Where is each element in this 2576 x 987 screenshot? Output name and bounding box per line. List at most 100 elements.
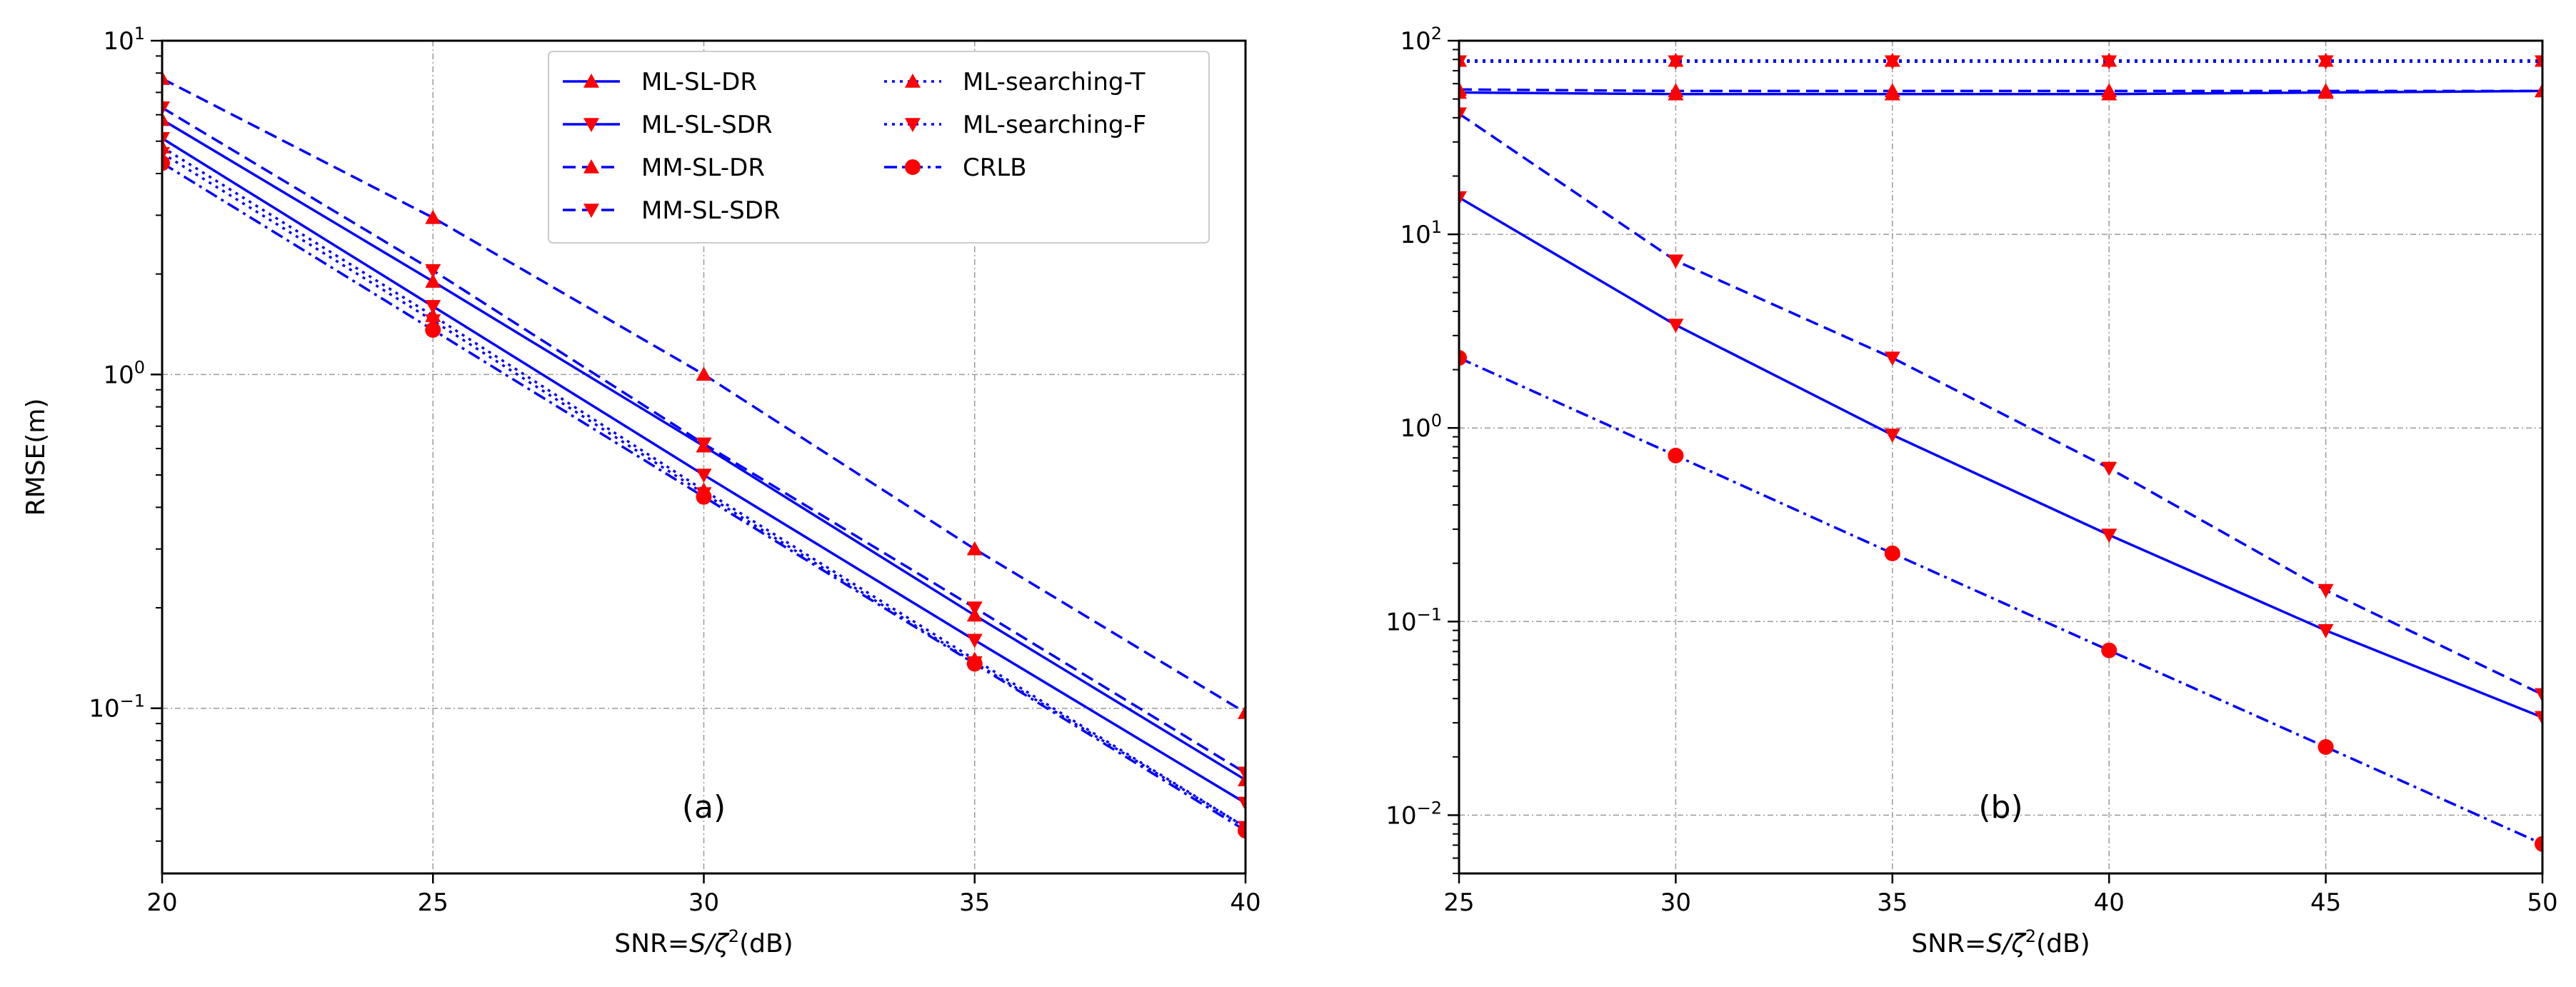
x-tick-label: 20 [146, 888, 177, 917]
data-point-crlb [1238, 823, 1246, 839]
panel-label: (b) [1978, 789, 2023, 826]
y-tick-label: 102 [1400, 24, 1442, 56]
series-line-mm-sl-dr [1459, 88, 2542, 93]
series-line-ml-sl-dr [1459, 89, 2542, 96]
y-axis-label: RMSE(m) [21, 399, 51, 516]
y-tick-label: 100 [103, 357, 145, 389]
data-point-crlb [2317, 738, 2334, 755]
legend-marker-ml-searching-f [905, 118, 921, 132]
data-point-mm-sl-sdr [1668, 254, 1684, 269]
y-tick-label: 10−2 [1385, 798, 1442, 830]
series-line-ml-searching-f [162, 152, 1246, 828]
data-point-ml-sl-sdr [1884, 429, 1900, 444]
data-point-ml-sl-sdr [1668, 319, 1684, 334]
data-point-ml-sl-sdr [425, 300, 441, 314]
data-point-ml-sl-sdr [1459, 191, 1467, 206]
data-point-crlb [2101, 642, 2118, 658]
series-line-ml-searching-t [162, 146, 1246, 828]
data-point-mm-sl-dr [162, 71, 170, 85]
data-point-ml-sl-sdr [162, 131, 170, 146]
x-tick-label: 25 [1443, 888, 1474, 917]
data-point-mm-sl-dr [2101, 83, 2118, 98]
data-point-ml-sl-sdr [1238, 796, 1246, 811]
series-line-crlb [1459, 356, 2542, 846]
data-point-mm-sl-sdr [696, 437, 712, 452]
x-tick-label: 25 [418, 888, 448, 917]
y-tick-label: 10−1 [89, 691, 145, 723]
y-tick-label-text: 10−2 [1385, 798, 1442, 830]
x-tick-label: 35 [1877, 888, 1908, 917]
data-point-mm-sl-dr [2535, 83, 2542, 98]
data-point-ml-sl-sdr [696, 469, 712, 484]
x-axis: 20 25 30 35 40 [146, 873, 1261, 917]
data-point-mm-sl-dr [696, 366, 712, 381]
data-point-mm-sl-sdr [2101, 461, 2118, 476]
y-tick-label-text: 101 [1400, 217, 1442, 249]
y-tick-label-text: 100 [1400, 411, 1442, 443]
y-tick-label: 101 [103, 24, 145, 56]
data-point-mm-sl-sdr [1459, 107, 1467, 122]
legend-marker-ml-searching-t [905, 74, 921, 88]
legend-marker-ml-sl-dr [583, 74, 599, 88]
x-axis-label: SNR=S/ζ2(dB) [1911, 926, 2090, 958]
y-tick-label-text: 10−1 [89, 691, 145, 723]
y-tick-label: 100 [1400, 411, 1442, 443]
data-point-ml-sl-sdr [2101, 528, 2118, 543]
y-axis: 10−1 100 101 [89, 24, 162, 723]
data-point-ml-sl-sdr [966, 633, 983, 648]
x-tick-label: 35 [959, 888, 990, 917]
legend-label-ml-sl-sdr: ML-SL-SDR [641, 111, 773, 139]
legend-marker-crlb [905, 159, 921, 175]
series [1459, 52, 2542, 852]
data-point-ml-searching-f [425, 314, 441, 329]
legend-label-ml-searching-f: ML-searching-F [963, 111, 1146, 139]
legend-label-ml-searching-t: ML-searching-T [963, 68, 1146, 96]
plot-frame [1458, 39, 2544, 875]
series-line-ml-sl-sdr [1459, 196, 2542, 719]
y-tick-label-text: 10−1 [1385, 604, 1442, 636]
legend-label-mm-sl-sdr: MM-SL-SDR [641, 196, 781, 225]
x-tick-label: 40 [2094, 888, 2125, 917]
data-point-mm-sl-dr [2317, 83, 2334, 98]
data-point-crlb [425, 321, 441, 338]
data-point-ml-sl-sdr [2317, 623, 2334, 638]
data-point-ml-searching-f [2317, 55, 2334, 70]
data-point-mm-sl-sdr [966, 601, 983, 616]
data-point-mm-sl-sdr [2535, 688, 2542, 703]
x-tick-label: 30 [688, 888, 719, 917]
data-point-mm-sl-dr [1884, 83, 1900, 98]
data-point-mm-sl-sdr [162, 101, 170, 116]
data-point-mm-sl-dr [425, 209, 441, 224]
series-line-mm-sl-sdr [1459, 112, 2542, 696]
x-tick-label: 40 [1230, 888, 1261, 917]
data-point-mm-sl-dr [1459, 81, 1467, 96]
data-point-ml-searching-f [2101, 55, 2118, 70]
data-point-crlb [2535, 836, 2542, 852]
data-point-ml-searching-f [1884, 55, 1900, 70]
legend-box [548, 51, 1210, 244]
legend-label-crlb: CRLB [963, 154, 1027, 182]
y-tick-label: 101 [1400, 217, 1442, 249]
data-point-crlb [1459, 350, 1467, 366]
x-axis: 25 30 35 40 45 50 [1443, 873, 2558, 917]
data-point-ml-sl-dr [425, 274, 441, 288]
legend-marker-mm-sl-sdr [583, 204, 599, 218]
y-tick-label-text: 101 [103, 24, 145, 56]
data-point-crlb [1884, 545, 1900, 561]
y-tick-label-text: 102 [1400, 24, 1442, 56]
data-point-ml-sl-sdr [2535, 711, 2542, 726]
data-point-ml-searching-f [1668, 55, 1684, 70]
data-point-crlb [162, 155, 170, 171]
data-point-mm-sl-sdr [1884, 351, 1900, 366]
panel-label: (a) [682, 789, 726, 826]
y-tick-label-text: 100 [103, 357, 145, 389]
x-tick-label: 30 [1660, 888, 1691, 917]
legend-label-ml-sl-dr: ML-SL-DR [641, 68, 757, 96]
y-tick-label: 10−1 [1385, 604, 1442, 636]
legend-marker-ml-sl-sdr [583, 118, 599, 132]
y-axis: 10−2 10−1 100 101 102 [1385, 24, 1459, 830]
legend-label-mm-sl-dr: MM-SL-DR [641, 154, 765, 182]
panel-a: 20 25 30 35 40 10−1 100 101 SNR=S/ζ2(dB) RMSE(m) (… [21, 24, 1261, 958]
data-point-ml-searching-f [2535, 55, 2542, 70]
